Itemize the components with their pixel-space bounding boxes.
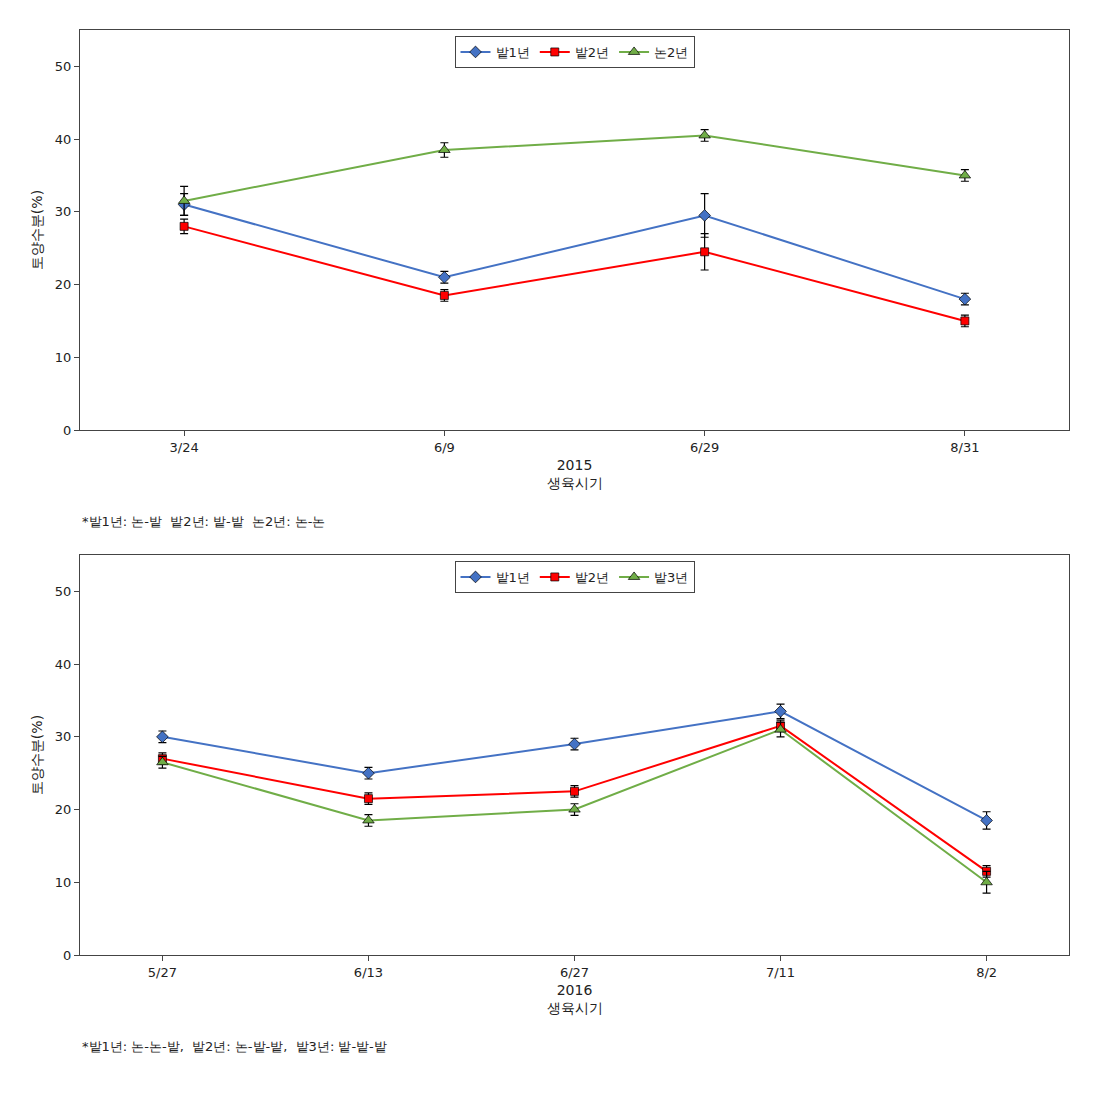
svg-text:밭1년: 밭1년 xyxy=(496,570,530,585)
svg-text:3/24: 3/24 xyxy=(170,440,199,455)
svg-text:6/29: 6/29 xyxy=(690,440,719,455)
svg-text:20: 20 xyxy=(55,277,72,292)
svg-text:40: 40 xyxy=(55,657,72,672)
svg-text:0: 0 xyxy=(63,423,71,438)
svg-text:토양수분(%): 토양수분(%) xyxy=(29,715,45,795)
svg-text:0: 0 xyxy=(63,948,71,963)
svg-text:5/27: 5/27 xyxy=(148,965,177,980)
svg-text:50: 50 xyxy=(55,584,72,599)
svg-text:8/2: 8/2 xyxy=(976,965,997,980)
svg-text:50: 50 xyxy=(55,59,72,74)
svg-text:7/11: 7/11 xyxy=(766,965,795,980)
svg-text:8/31: 8/31 xyxy=(950,440,979,455)
svg-text:40: 40 xyxy=(55,132,72,147)
svg-text:밭2년: 밭2년 xyxy=(575,45,609,60)
svg-text:*밭1년: 논-논-밭, 밭2년: 논-밭-밭, 밭3년: *밭1년: 논-논-밭, 밭2년: 논-밭-밭, 밭3년: 밭-밭-밭 xyxy=(82,1039,387,1054)
svg-text:10: 10 xyxy=(55,350,72,365)
svg-text:토양수분(%): 토양수분(%) xyxy=(29,190,45,270)
svg-text:30: 30 xyxy=(55,204,72,219)
svg-text:밭1년: 밭1년 xyxy=(496,45,530,60)
svg-text:밭3년: 밭3년 xyxy=(654,570,688,585)
svg-text:2016생육시기: 2016생육시기 xyxy=(547,982,603,1016)
svg-text:20: 20 xyxy=(55,802,72,817)
svg-text:6/9: 6/9 xyxy=(434,440,455,455)
svg-text:6/27: 6/27 xyxy=(560,965,589,980)
svg-text:2015생육시기: 2015생육시기 xyxy=(547,457,603,491)
svg-text:10: 10 xyxy=(55,875,72,890)
svg-text:밭2년: 밭2년 xyxy=(575,570,609,585)
svg-text:논2년: 논2년 xyxy=(654,45,688,60)
svg-text:6/13: 6/13 xyxy=(354,965,383,980)
svg-text:30: 30 xyxy=(55,729,72,744)
svg-text:*밭1년: 논-밭 밭2년: 밭-밭 논2년: 논-논: *밭1년: 논-밭 밭2년: 밭-밭 논2년: 논-논 xyxy=(82,514,325,529)
